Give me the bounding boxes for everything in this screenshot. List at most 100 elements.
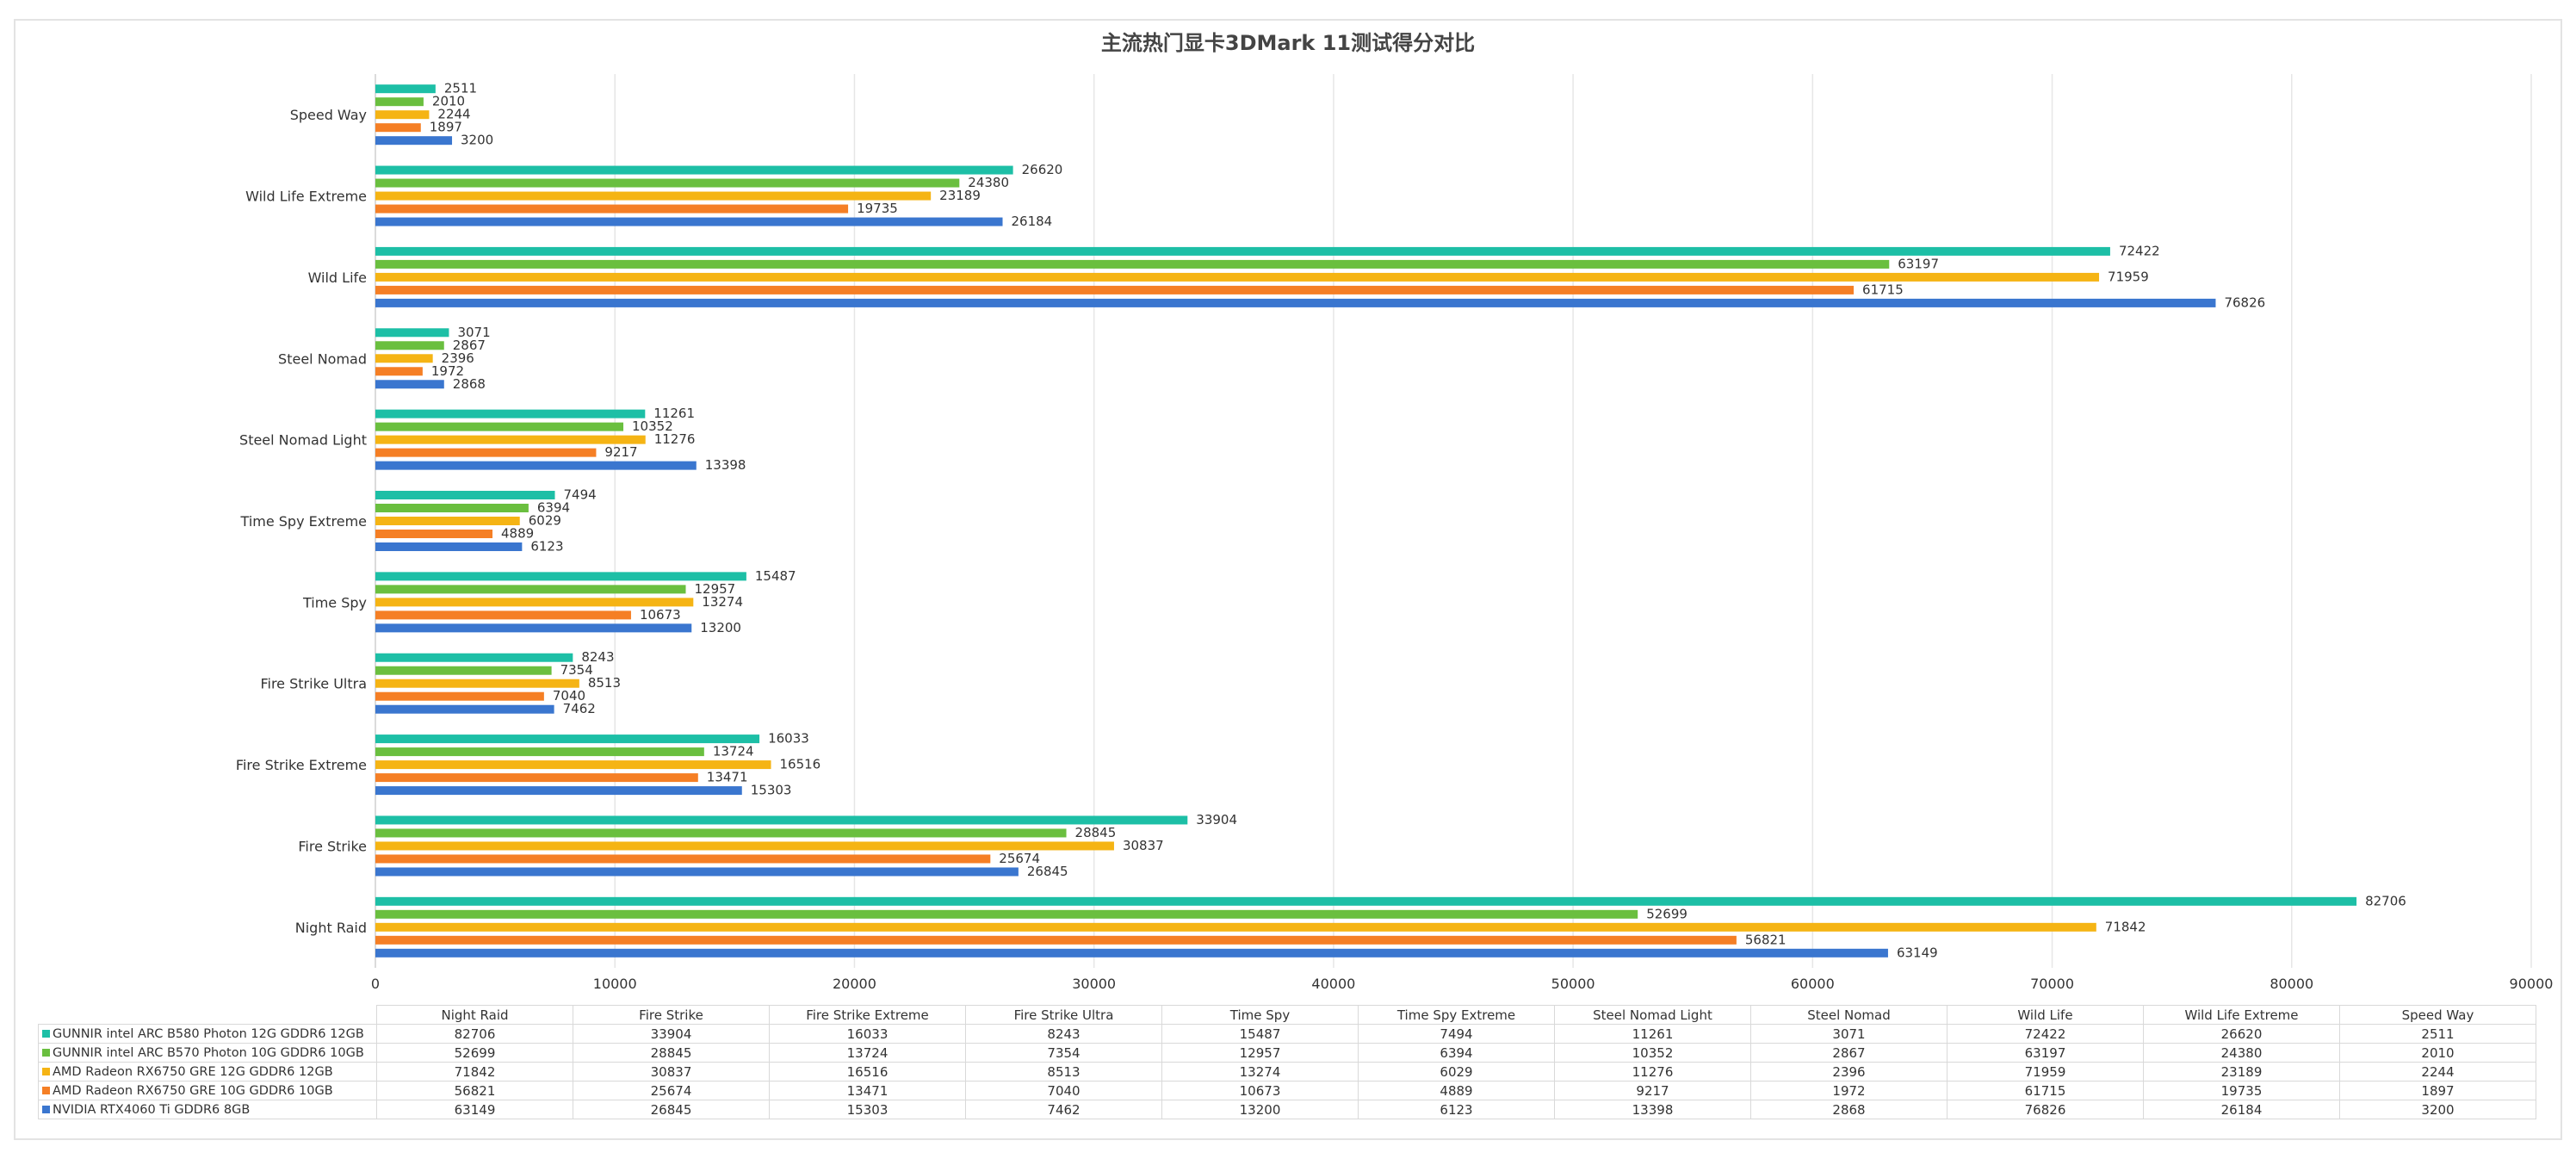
data-label: 82706 [2365, 893, 2406, 908]
category-label: Fire Strike Extreme [236, 757, 367, 773]
legend-entry: AMD Radeon RX6750 GRE 12G GDDR6 12GB [38, 1062, 377, 1082]
data-label: 3200 [461, 133, 493, 148]
bar [375, 572, 746, 581]
data-label: 56821 [1745, 932, 1786, 947]
data-label: 3071 [457, 325, 490, 340]
table-cell: 12957 [1161, 1043, 1359, 1063]
data-label: 13724 [713, 744, 754, 759]
data-label: 12957 [694, 581, 735, 597]
legend-entry: GUNNIR intel ARC B580 Photon 12G GDDR6 1… [38, 1024, 377, 1044]
data-label: 61715 [1862, 282, 1904, 297]
table-row: GUNNIR intel ARC B580 Photon 12G GDDR6 1… [38, 1024, 2536, 1044]
data-label: 1972 [431, 363, 464, 379]
table-row: NVIDIA RTX4060 Ti GDDR6 8GB 63149 26845 153… [38, 1100, 2536, 1119]
table-cell: 30837 [573, 1062, 770, 1082]
legend-entry: AMD Radeon RX6750 GRE 10G GDDR6 10GB [38, 1081, 377, 1100]
data-label: 6123 [530, 539, 563, 555]
x-tick-label: 0 [371, 976, 380, 992]
data-label: 26620 [1022, 162, 1063, 177]
table-cell: 3200 [2339, 1100, 2536, 1119]
table-cell: 71959 [1947, 1062, 2144, 1082]
data-label: 8513 [588, 675, 621, 691]
bar [375, 178, 960, 188]
x-tick-label: 20000 [833, 976, 876, 992]
data-label: 11276 [654, 431, 696, 447]
bar [375, 328, 449, 338]
bar [375, 598, 694, 607]
table-cell: 16033 [769, 1024, 966, 1044]
data-label: 1897 [430, 120, 462, 135]
data-label: 4889 [501, 526, 534, 542]
table-cell: 6029 [1358, 1062, 1555, 1082]
table-cell: 6394 [1358, 1043, 1555, 1063]
category-label: Wild Life Extreme [245, 189, 367, 205]
bar [375, 623, 692, 633]
table-cell: 10673 [1161, 1081, 1359, 1100]
bar [375, 136, 453, 146]
category-label: Speed Way [290, 107, 367, 123]
table-cell: 15487 [1161, 1024, 1359, 1044]
data-label: 6394 [537, 500, 570, 516]
table-cell: 19735 [2143, 1081, 2340, 1100]
data-label: 15487 [755, 568, 796, 584]
table-cell: 7462 [965, 1100, 1162, 1119]
bar [375, 97, 424, 107]
data-label: 63149 [1897, 945, 1938, 960]
data-label: 9217 [604, 444, 637, 460]
x-tick-label: 10000 [593, 976, 637, 992]
bar [375, 246, 2110, 256]
table-column-header: Fire Strike Extreme [769, 1005, 966, 1025]
bar [375, 773, 698, 783]
table-cell: 25674 [573, 1081, 770, 1100]
table-cell: 61715 [1947, 1081, 2144, 1100]
table-cell: 8243 [965, 1024, 1162, 1044]
bar [375, 760, 771, 770]
table-cell: 72422 [1947, 1024, 2144, 1044]
bar [375, 298, 2216, 307]
table-row: AMD Radeon RX6750 GRE 12G GDDR6 12GB 7184… [38, 1062, 2536, 1082]
data-label: 2396 [442, 350, 474, 366]
bar [375, 217, 1003, 226]
table-cell: 71842 [376, 1062, 573, 1082]
bar [375, 435, 646, 444]
table-cell: 15303 [769, 1100, 966, 1119]
bar [375, 948, 1888, 958]
table-cell: 2867 [1750, 1043, 1947, 1063]
table-column-header: Wild Life Extreme [2143, 1005, 2340, 1025]
table-column-header: Fire Strike Ultra [965, 1005, 1162, 1025]
data-label: 2244 [437, 107, 470, 122]
table-row: AMD Radeon RX6750 GRE 10G GDDR6 10GB 5682… [38, 1081, 2536, 1100]
table-cell: 13398 [1554, 1100, 1751, 1119]
table-cell: 33904 [573, 1024, 770, 1044]
table-cell: 13274 [1161, 1062, 1359, 1082]
data-label: 71842 [2105, 919, 2146, 934]
bar [375, 354, 433, 363]
data-label: 13200 [700, 620, 741, 635]
data-label: 16033 [768, 731, 809, 747]
data-label: 7354 [560, 662, 593, 678]
table-cell: 82706 [376, 1024, 573, 1044]
table-cell: 9217 [1554, 1081, 1751, 1100]
table-cell: 7494 [1358, 1024, 1555, 1044]
data-label: 2010 [432, 94, 465, 109]
table-column-header: Speed Way [2339, 1005, 2536, 1025]
table-cell: 23189 [2143, 1062, 2340, 1082]
table-cell: 10352 [1554, 1043, 1751, 1063]
bar [375, 259, 1890, 269]
bar [375, 896, 2357, 906]
table-cell: 26620 [2143, 1024, 2340, 1044]
bar [375, 341, 444, 350]
data-label: 30837 [1123, 838, 1164, 853]
table-cell: 56821 [376, 1081, 573, 1100]
data-label: 13398 [705, 457, 746, 473]
x-tick-label: 50000 [1551, 976, 1595, 992]
bar [375, 422, 624, 431]
bar [375, 815, 1188, 825]
table-column-header: Fire Strike [573, 1005, 770, 1025]
table-column-header: Night Raid [376, 1005, 573, 1025]
table-cell: 76826 [1947, 1100, 2144, 1119]
bar [375, 542, 523, 551]
table-cell: 7354 [965, 1043, 1162, 1063]
bar [375, 123, 421, 133]
bar [375, 841, 1114, 851]
